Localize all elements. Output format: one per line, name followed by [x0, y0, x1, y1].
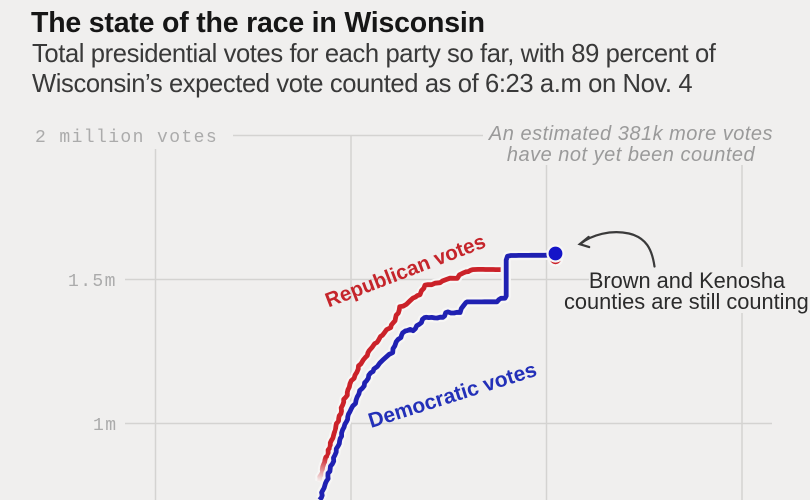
- svg-text:Democratic votes: Democratic votes: [366, 358, 540, 433]
